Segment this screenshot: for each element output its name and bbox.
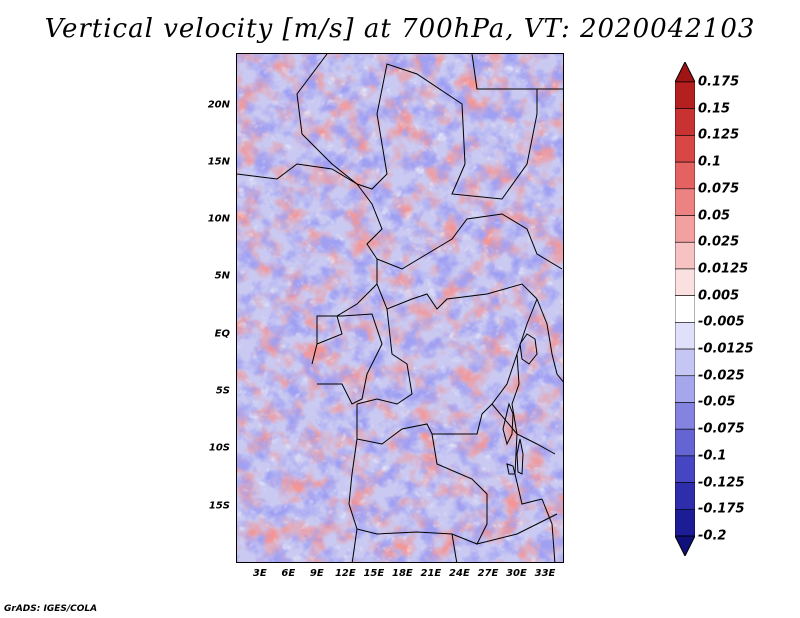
lon-tick-label: 24E — [449, 568, 470, 579]
colorbar-tick-label: -0.05 — [698, 394, 736, 410]
colorbar-tick-label: -0.2 — [698, 528, 727, 544]
chart-title: Vertical velocity [m/s] at 700hPa, VT: 2… — [44, 14, 756, 44]
colorbar-tick-label: -0.175 — [698, 501, 745, 517]
colorbar-tick-label: 0.15 — [698, 101, 731, 117]
colorbar-tick-label: 0.1 — [698, 154, 722, 170]
lat-tick-label: EQ — [214, 328, 230, 340]
colorbar-tick-label: 0.025 — [698, 234, 740, 250]
lake-outlines — [502, 333, 538, 475]
lat-tick-label: 15N — [207, 156, 230, 168]
colorbar-arrow-bottom — [675, 535, 695, 556]
colorbar-segment — [675, 375, 695, 403]
credit-text: GrADS: IGES/COLA — [4, 604, 98, 614]
colorbar-tick-label: -0.125 — [698, 475, 745, 491]
lat-tick-label: 10S — [208, 442, 230, 454]
colorbar-segment — [675, 428, 695, 457]
colorbar-segment — [675, 348, 695, 377]
lat-tick-label: 15S — [208, 500, 230, 512]
lat-tick-label: 5N — [214, 270, 230, 282]
colorbar-segment — [675, 215, 695, 243]
colorbar-segment — [675, 402, 695, 430]
colorbar — [675, 62, 695, 556]
lon-tick-label: 21E — [420, 568, 442, 579]
colorbar-segment — [675, 455, 695, 483]
lon-tick-label: 18E — [392, 568, 413, 579]
colorbar-tick-label: 0.0125 — [698, 261, 749, 277]
lon-tick-label: 9E — [309, 568, 324, 579]
lon-tick-label: 30E — [506, 568, 527, 579]
colorbar-segment — [675, 268, 695, 296]
colorbar-tick-label: -0.075 — [698, 421, 745, 437]
lon-tick-label: 27E — [477, 568, 499, 579]
colorbar-tick-label: 0.175 — [698, 74, 740, 90]
colorbar-segment — [675, 108, 695, 136]
lon-tick-label: 33E — [534, 568, 556, 579]
colorbar-arrow-top — [675, 62, 695, 83]
lon-tick-label: 3E — [252, 568, 267, 579]
colorbar-tick-label: -0.025 — [698, 368, 745, 384]
colorbar-segment — [675, 241, 695, 270]
colorbar-segment — [675, 322, 695, 350]
lat-tick-label: 5S — [215, 385, 230, 397]
lon-tick-label: 12E — [334, 568, 356, 579]
colorbar-segment — [675, 508, 695, 537]
lat-tick-label: 10N — [207, 213, 230, 225]
velocity-field-map — [237, 54, 563, 562]
colorbar-segment — [675, 295, 695, 323]
colorbar-segment — [675, 161, 695, 190]
field-contours — [237, 54, 563, 562]
colorbar-tick-label: -0.1 — [698, 448, 727, 464]
map-panel[interactable] — [236, 53, 564, 563]
colorbar-segment — [675, 188, 695, 216]
colorbar-segment — [675, 81, 695, 110]
lat-tick-label: 20N — [207, 99, 230, 111]
colorbar-segment — [675, 482, 695, 510]
colorbar-segment — [675, 135, 695, 163]
colorbar-tick-label: 0.125 — [698, 127, 740, 143]
colorbar-tick-label: 0.075 — [698, 181, 740, 197]
colorbar-tick-label: -0.0125 — [698, 341, 754, 357]
colorbar-tick-label: 0.005 — [698, 288, 740, 304]
colorbar-tick-label: -0.005 — [698, 314, 745, 330]
lon-tick-label: 6E — [281, 568, 296, 579]
lon-tick-label: 15E — [363, 568, 385, 579]
colorbar-tick-label: 0.05 — [698, 208, 731, 224]
country-borders — [237, 54, 563, 562]
